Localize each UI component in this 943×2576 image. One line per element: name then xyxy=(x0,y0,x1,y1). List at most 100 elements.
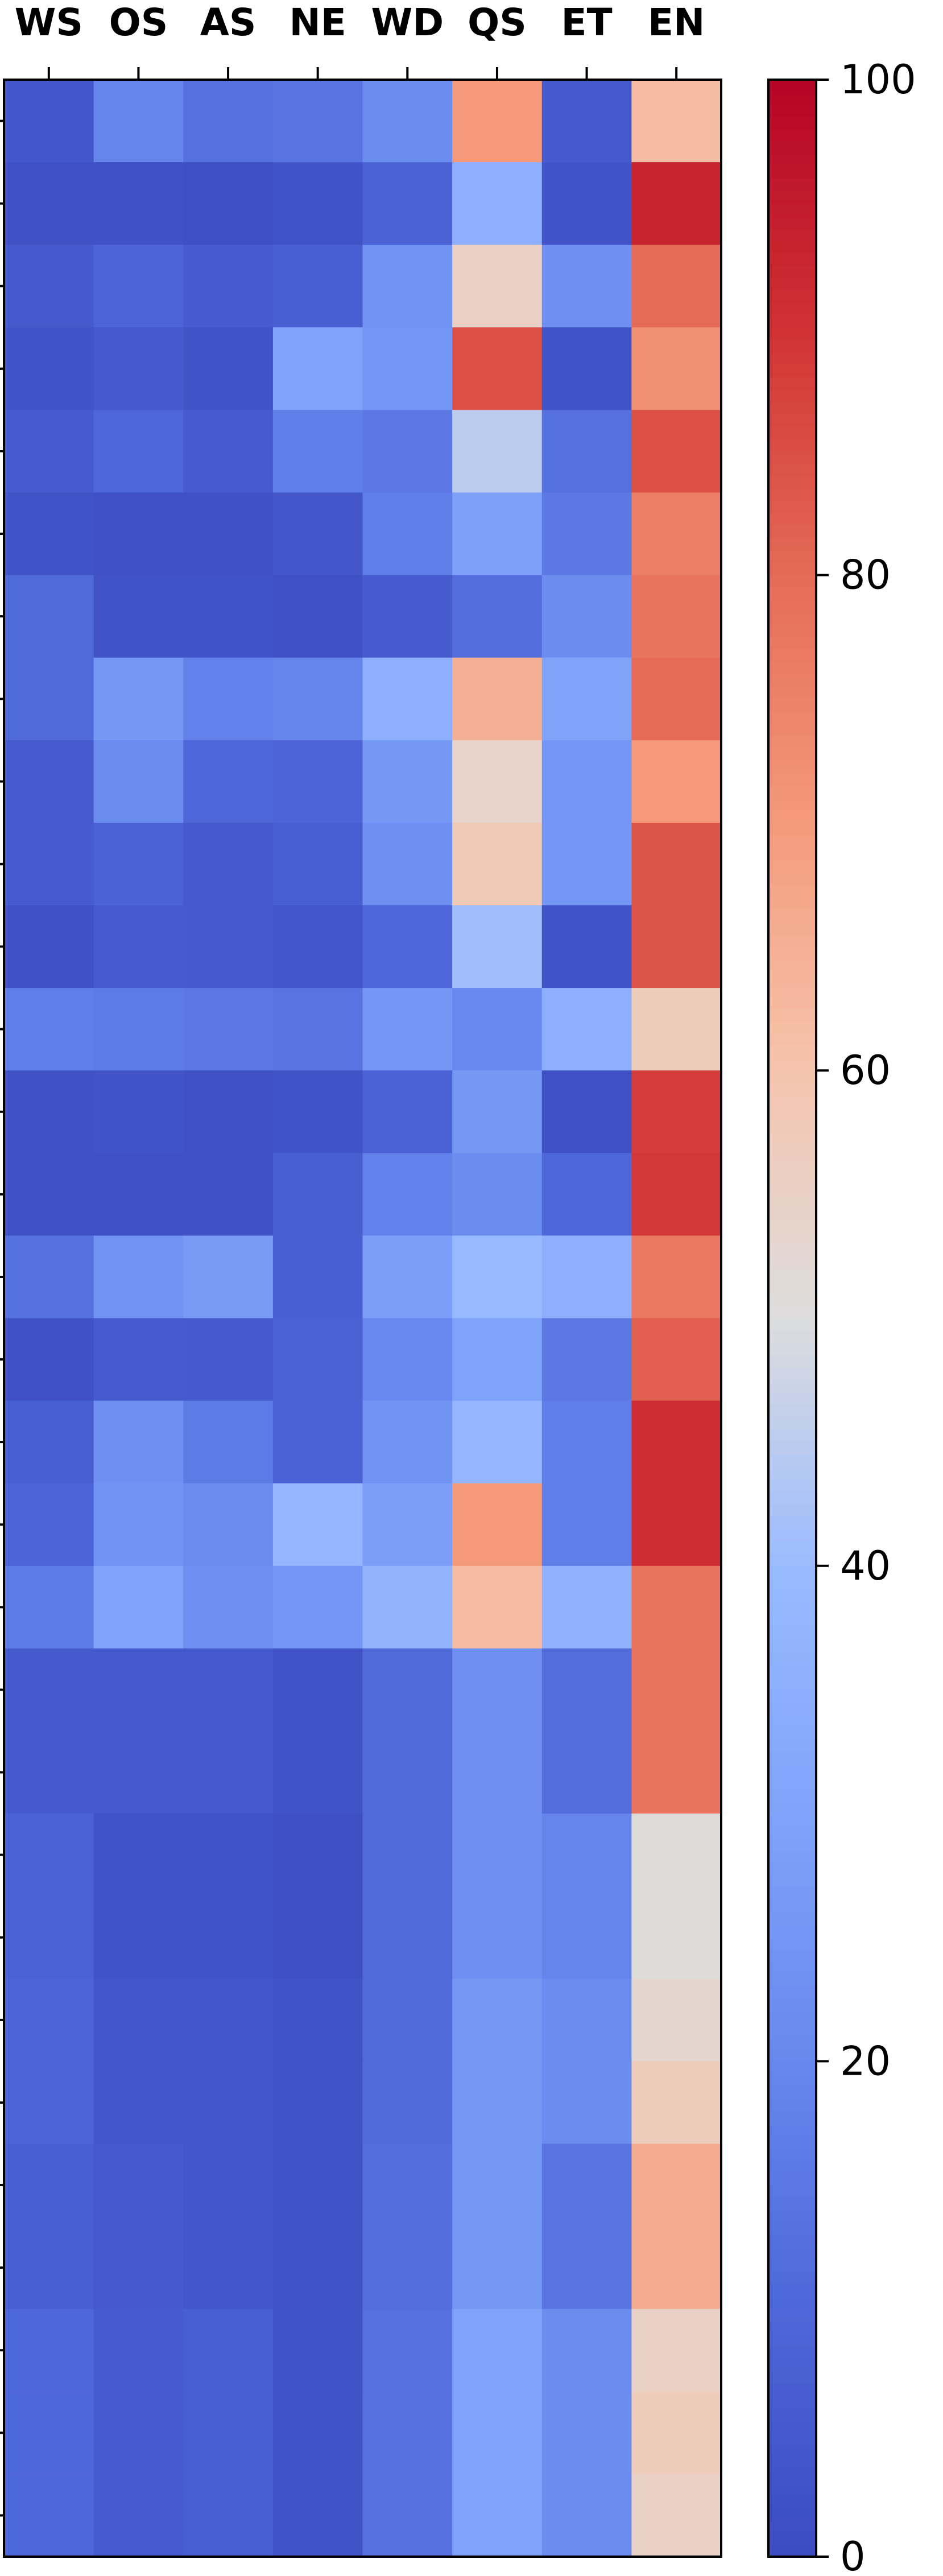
colorbar-strip xyxy=(768,847,816,860)
heatmap-cell-r22-os xyxy=(93,1813,184,1897)
heatmap-cell-r5-os xyxy=(93,410,184,493)
colorbar-strip xyxy=(768,946,816,959)
colorbar-strip xyxy=(768,1256,816,1270)
heatmap-cell-r15-en xyxy=(631,1235,722,1319)
column-labels: WS OS AS NE WD QS ET EN xyxy=(15,1,705,44)
colorbar-strip xyxy=(768,2222,816,2235)
heatmap-cell-r29-qs xyxy=(452,2391,543,2475)
heatmap-cell-r9-ne xyxy=(272,740,363,823)
heatmap-cell-r13-wd xyxy=(362,1070,453,1153)
heatmap-cell-r11-et xyxy=(541,905,632,988)
heatmap-cell-r3-en xyxy=(631,245,722,328)
colorbar-strip xyxy=(768,1900,816,1913)
colorbar-strip xyxy=(768,661,816,675)
colorbar-strip xyxy=(768,2024,816,2037)
colorbar-strip xyxy=(768,290,816,303)
heatmap-cell-r3-os xyxy=(93,245,184,328)
heatmap-cell-r30-ws xyxy=(4,2474,94,2557)
heatmap-cell-r1-os xyxy=(93,80,184,163)
heatmap-cell-r23-wd xyxy=(362,1896,453,1979)
colorbar-strip xyxy=(768,1243,816,1257)
colorbar-tick-label-60: 60 xyxy=(840,1047,891,1094)
colorbar-strip xyxy=(768,674,816,687)
heatmap-cell-r25-ws xyxy=(4,2061,94,2145)
colorbar-strip xyxy=(768,1937,816,1951)
heatmap-cell-r14-ws xyxy=(4,1153,94,1236)
colorbar-strip xyxy=(768,2420,816,2433)
colorbar-strip xyxy=(768,166,816,179)
heatmap-cell-r7-as xyxy=(183,575,274,658)
colorbar-strip xyxy=(768,2495,816,2508)
colorbar-strip xyxy=(768,1367,816,1380)
heatmap-cell-r28-ne xyxy=(272,2309,363,2392)
colorbar-strip xyxy=(768,2123,816,2136)
heatmap-cell-r9-qs xyxy=(452,740,543,823)
colorbar-strip xyxy=(768,2321,816,2334)
colorbar-strip xyxy=(768,860,816,873)
heatmap-cell-r29-et xyxy=(541,2391,632,2475)
heatmap-cell-r1-et xyxy=(541,80,632,163)
colorbar-strip xyxy=(768,1603,816,1616)
colorbar-strip xyxy=(768,2036,816,2050)
heatmap-cell-r25-et xyxy=(541,2061,632,2145)
heatmap-cell-r11-qs xyxy=(452,905,543,988)
heatmap-cell-r7-qs xyxy=(452,575,543,658)
colorbar-strip xyxy=(768,2049,816,2062)
heatmap-cell-r27-ne xyxy=(272,2226,363,2310)
colorbar-strip xyxy=(768,1454,816,1468)
colorbar-strip xyxy=(768,922,816,935)
colorbar-strip xyxy=(768,1541,816,1554)
heatmap-cell-r29-ne xyxy=(272,2391,363,2475)
heatmap-cell-r8-en xyxy=(631,657,722,741)
heatmap-cell-r23-ws xyxy=(4,1896,94,1979)
colorbar-strip xyxy=(768,1652,816,1666)
colorbar-strip xyxy=(768,2433,816,2446)
colorbar-strip xyxy=(768,1305,816,1319)
colorbar-strip xyxy=(768,1986,816,2000)
heatmap-cell-r20-os xyxy=(93,1648,184,1732)
heatmap-cell-r28-et xyxy=(541,2309,632,2392)
heatmap-cell-r16-qs xyxy=(452,1318,543,1402)
heatmap-cell-r16-ne xyxy=(272,1318,363,1402)
heatmap-cell-r19-wd xyxy=(362,1565,453,1649)
heatmap-cell-r19-ne xyxy=(272,1565,363,1649)
heatmap-cell-r9-os xyxy=(93,740,184,823)
colorbar-strip xyxy=(768,1479,816,1492)
colorbar-strip xyxy=(768,154,816,167)
heatmap-cell-r24-ws xyxy=(4,1979,94,2062)
colorbar-strip xyxy=(768,451,816,464)
colorbar-strip xyxy=(768,525,816,538)
colorbar-strip xyxy=(768,798,816,811)
heatmap-cell-r12-ws xyxy=(4,988,94,1071)
colorbar-strip xyxy=(768,996,816,1009)
heatmap-cell-r7-os xyxy=(93,575,184,658)
heatmap-cell-r10-as xyxy=(183,822,274,906)
heatmap-cell-r22-wd xyxy=(362,1813,453,1897)
heatmap-cell-r22-ws xyxy=(4,1813,94,1897)
colorbar-strip xyxy=(768,1355,816,1369)
heatmap-cell-r24-as xyxy=(183,1979,274,2062)
heatmap-cell-r30-ne xyxy=(272,2474,363,2557)
heatmap-cell-r24-os xyxy=(93,1979,184,2062)
heatmap-cell-r23-ne xyxy=(272,1896,363,1979)
colorbar-strip xyxy=(768,1182,816,1195)
heatmap-cell-r4-qs xyxy=(452,327,543,410)
heatmap-cell-r26-as xyxy=(183,2144,274,2227)
colorbar-strip xyxy=(768,265,816,278)
colorbar-strip xyxy=(768,2259,816,2273)
colorbar-strip xyxy=(768,253,816,266)
heatmap-cell-r28-wd xyxy=(362,2309,453,2392)
plot-frame xyxy=(3,79,722,2558)
heatmap-cell-r14-qs xyxy=(452,1153,543,1236)
colorbar-strip xyxy=(768,1726,816,1740)
colorbar-strip xyxy=(768,488,816,501)
heatmap-cell-r5-et xyxy=(541,410,632,493)
heatmap-cell-r18-en xyxy=(631,1483,722,1567)
heatmap-cell-r18-wd xyxy=(362,1483,453,1567)
colorbar-strip xyxy=(768,2185,816,2198)
heatmap-cell-r26-en xyxy=(631,2144,722,2227)
colorbar-strip xyxy=(768,1021,816,1034)
heatmap-cell-r29-wd xyxy=(362,2391,453,2475)
heatmap-cell-r1-qs xyxy=(452,80,543,163)
colorbar-strip xyxy=(768,2173,816,2186)
